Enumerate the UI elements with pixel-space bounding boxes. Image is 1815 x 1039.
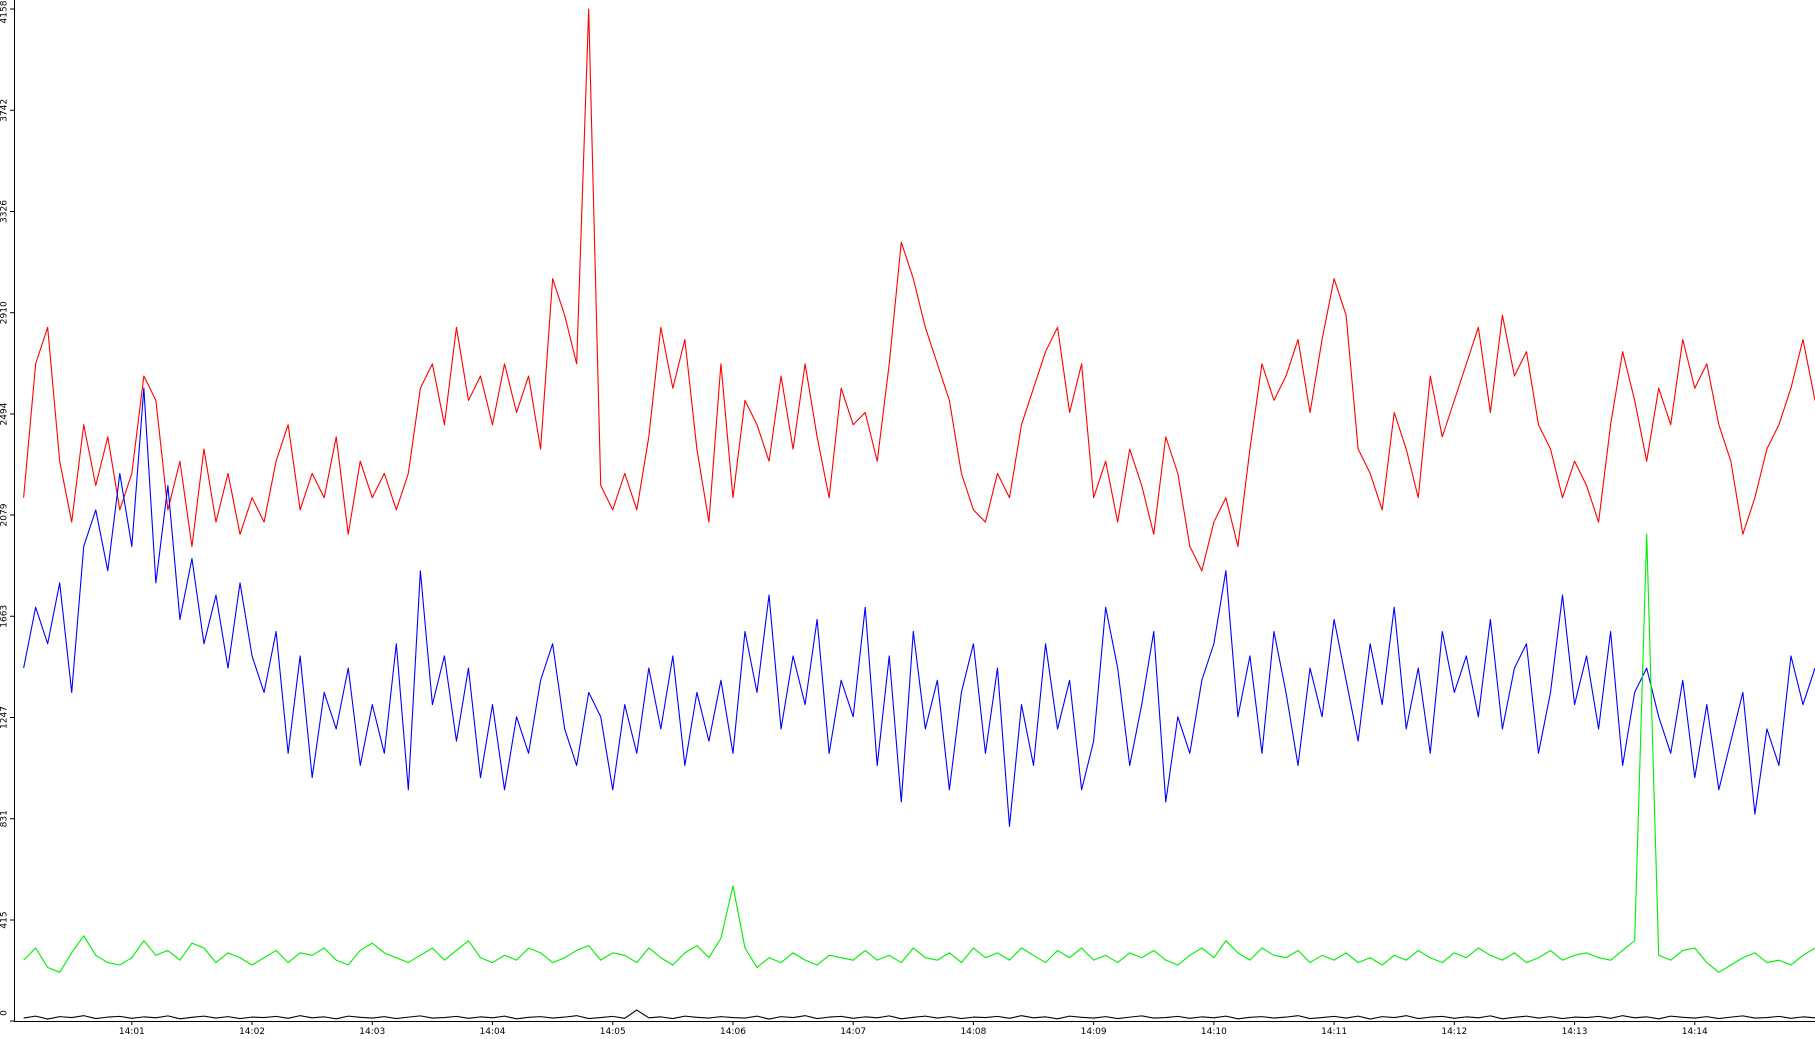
y-tick-label: 2910: [0, 301, 10, 324]
y-tick-label: 831: [0, 810, 10, 827]
x-tick-label: 14:11: [1321, 1027, 1347, 1037]
y-tick-label: 0: [0, 1010, 10, 1016]
line-series: [23, 1009, 1815, 1020]
x-tick-label: 14:03: [359, 1027, 385, 1037]
line-series: [23, 8, 1815, 572]
y-tick-label: 3742: [0, 99, 10, 122]
x-tick-label: 14:01: [119, 1027, 145, 1037]
x-tick-label: 14:06: [720, 1027, 746, 1037]
line-series: [23, 387, 1815, 827]
x-tick-label: 14:05: [600, 1027, 626, 1037]
x-tick-label: 14:13: [1562, 1027, 1588, 1037]
x-tick-label: 14:09: [1081, 1027, 1107, 1037]
x-tick-label: 14:04: [480, 1027, 506, 1037]
y-tick-label: 2494: [0, 402, 10, 425]
x-tick-label: 14:12: [1441, 1027, 1467, 1037]
x-tick-label: 14:08: [960, 1027, 986, 1037]
y-tick-label: 2079: [0, 503, 10, 526]
x-tick-label: 14:07: [840, 1027, 866, 1037]
y-tick-label: 4158: [0, 0, 10, 23]
y-tick-label: 415: [0, 911, 10, 928]
y-tick-label: 1247: [0, 706, 10, 729]
x-tick-label: 14:14: [1682, 1027, 1708, 1037]
line-series: [23, 533, 1815, 973]
y-tick-label: 1663: [0, 605, 10, 628]
y-tick-label: 3326: [0, 200, 10, 223]
x-tick-label: 14:02: [239, 1027, 265, 1037]
x-tick-label: 14:10: [1201, 1027, 1227, 1037]
